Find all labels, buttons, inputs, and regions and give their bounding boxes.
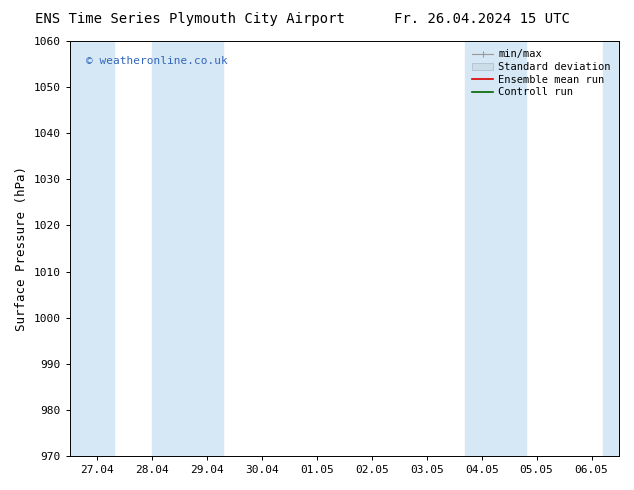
Bar <box>465 41 526 456</box>
Text: ENS Time Series Plymouth City Airport: ENS Time Series Plymouth City Airport <box>36 12 345 26</box>
Bar <box>152 41 223 456</box>
Y-axis label: Surface Pressure (hPa): Surface Pressure (hPa) <box>15 166 28 331</box>
Text: © weatheronline.co.uk: © weatheronline.co.uk <box>86 55 228 66</box>
Text: Fr. 26.04.2024 15 UTC: Fr. 26.04.2024 15 UTC <box>394 12 570 26</box>
Legend: min/max, Standard deviation, Ensemble mean run, Controll run: min/max, Standard deviation, Ensemble me… <box>469 46 614 100</box>
Bar <box>602 41 619 456</box>
Bar <box>70 41 113 456</box>
